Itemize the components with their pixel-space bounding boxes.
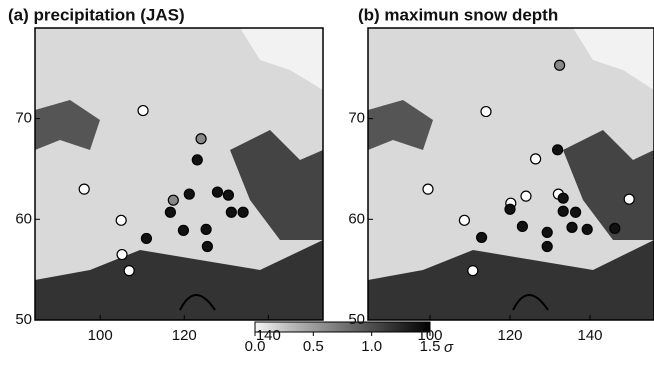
y-tick-label: 60 (15, 210, 32, 227)
colorbar-tick-label: 1.5 (420, 338, 441, 355)
station-point (610, 223, 620, 233)
station-point (624, 194, 634, 204)
station-point (477, 232, 487, 242)
station-point (124, 266, 134, 276)
station-point (567, 222, 577, 232)
x-tick-label: 120 (172, 327, 197, 344)
colorbar-unit: σ (444, 339, 454, 356)
colorbar (255, 322, 430, 332)
station-point (212, 187, 222, 197)
station-point (555, 60, 565, 70)
figure: (a) precipitation (JAS) 100 120 140 50 60 70 (b… (0, 0, 654, 381)
map-b (368, 28, 654, 320)
station-point (238, 207, 248, 217)
station-point (192, 155, 202, 165)
x-tick-label: 100 (88, 327, 113, 344)
station-point (138, 106, 148, 116)
chart-title: (b) maximun snow depth (358, 5, 558, 24)
station-point (79, 184, 89, 194)
y-tick-label: 70 (15, 110, 32, 127)
station-point (223, 190, 233, 200)
station-point (558, 206, 568, 216)
colorbar-tick-label: 0.5 (303, 338, 324, 355)
station-point (517, 221, 527, 231)
station-point (226, 207, 236, 217)
station-point (531, 154, 541, 164)
station-point (571, 207, 581, 217)
station-point (505, 204, 515, 214)
y-tick-label: 60 (348, 210, 365, 227)
station-point (201, 224, 211, 234)
page: (a) precipitation (JAS) 100 120 140 50 60 70 (b… (0, 0, 654, 381)
station-point (168, 195, 178, 205)
y-tick-label: 70 (348, 110, 365, 127)
station-point (582, 224, 592, 234)
station-point (116, 215, 126, 225)
station-point (117, 250, 127, 260)
station-point (423, 184, 433, 194)
station-point (202, 241, 212, 251)
x-tick-label: 120 (497, 327, 522, 344)
station-point (542, 227, 552, 237)
colorbar-tick-label: 1.0 (361, 338, 382, 355)
map-a (35, 28, 323, 320)
station-point (542, 241, 552, 251)
colorbar-tick-label: 0.0 (245, 338, 266, 355)
x-tick-label: 140 (577, 327, 602, 344)
station-point (165, 207, 175, 217)
y-tick-label: 50 (348, 311, 365, 328)
station-point (459, 215, 469, 225)
station-point (558, 193, 568, 203)
chart-title: (a) precipitation (JAS) (8, 5, 185, 24)
station-point (468, 266, 478, 276)
y-tick-label: 50 (15, 311, 32, 328)
station-point (481, 107, 491, 117)
station-point (553, 145, 563, 155)
station-point (196, 134, 206, 144)
station-point (521, 191, 531, 201)
station-point (184, 189, 194, 199)
station-point (178, 225, 188, 235)
station-point (141, 233, 151, 243)
